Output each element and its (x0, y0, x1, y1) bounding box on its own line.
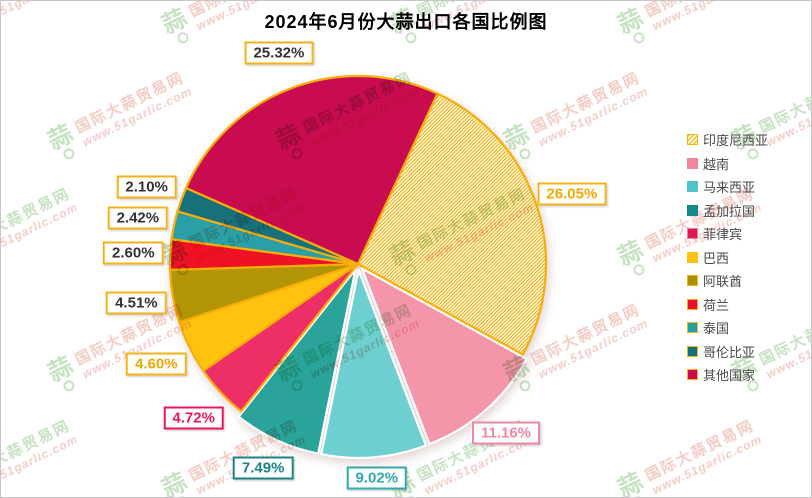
pie-slice[interactable] (360, 267, 528, 446)
legend-label: 荷兰 (703, 297, 730, 313)
legend-swatch (687, 369, 698, 381)
legend-item[interactable]: 菲律宾 (687, 222, 768, 246)
legend-label: 越南 (703, 156, 730, 172)
chart-title: 2024年6月份大蒜出口各国比例图 (264, 12, 548, 32)
legend-label: 印度尼西亚 (703, 133, 769, 149)
pie-slice[interactable] (356, 92, 548, 356)
legend-swatch (687, 228, 698, 240)
legend-swatch (687, 322, 698, 334)
pie-slice[interactable] (320, 268, 428, 460)
legend-swatch (687, 275, 698, 287)
legend-item[interactable]: 哥伦比亚 (687, 340, 768, 364)
pie-slice[interactable] (237, 268, 357, 455)
legend-label: 巴西 (703, 250, 730, 266)
legend-item[interactable]: 印度尼西亚 (687, 128, 768, 152)
legend-item[interactable]: 越南 (687, 152, 768, 176)
legend-swatch (687, 251, 698, 263)
legend-item[interactable]: 马来西亚 (687, 175, 768, 199)
legend-swatch (687, 298, 698, 310)
legend-item[interactable]: 孟加拉国 (687, 199, 768, 223)
legend-swatch (687, 181, 698, 193)
legend: 印度尼西亚越南马来西亚孟加拉国菲律宾巴西阿联酋荷兰泰国哥伦比亚其他国家 (687, 128, 768, 387)
legend-item[interactable]: 阿联酋 (687, 269, 768, 293)
legend-label: 其他国家 (703, 368, 756, 384)
legend-label: 阿联酋 (703, 274, 743, 290)
legend-item[interactable]: 巴西 (687, 246, 768, 270)
legend-label: 哥伦比亚 (703, 344, 756, 360)
legend-label: 马来西亚 (703, 180, 756, 196)
legend-swatch (687, 134, 698, 146)
legend-label: 菲律宾 (703, 227, 743, 243)
legend-item[interactable]: 荷兰 (687, 293, 768, 317)
pie-slice[interactable] (184, 74, 439, 266)
legend-item[interactable]: 其他国家 (687, 363, 768, 387)
legend-swatch (687, 204, 698, 216)
legend-item[interactable]: 泰国 (687, 316, 768, 340)
legend-label: 孟加拉国 (703, 203, 756, 219)
legend-swatch (687, 157, 698, 169)
legend-swatch (687, 345, 698, 357)
legend-label: 泰国 (703, 321, 730, 337)
